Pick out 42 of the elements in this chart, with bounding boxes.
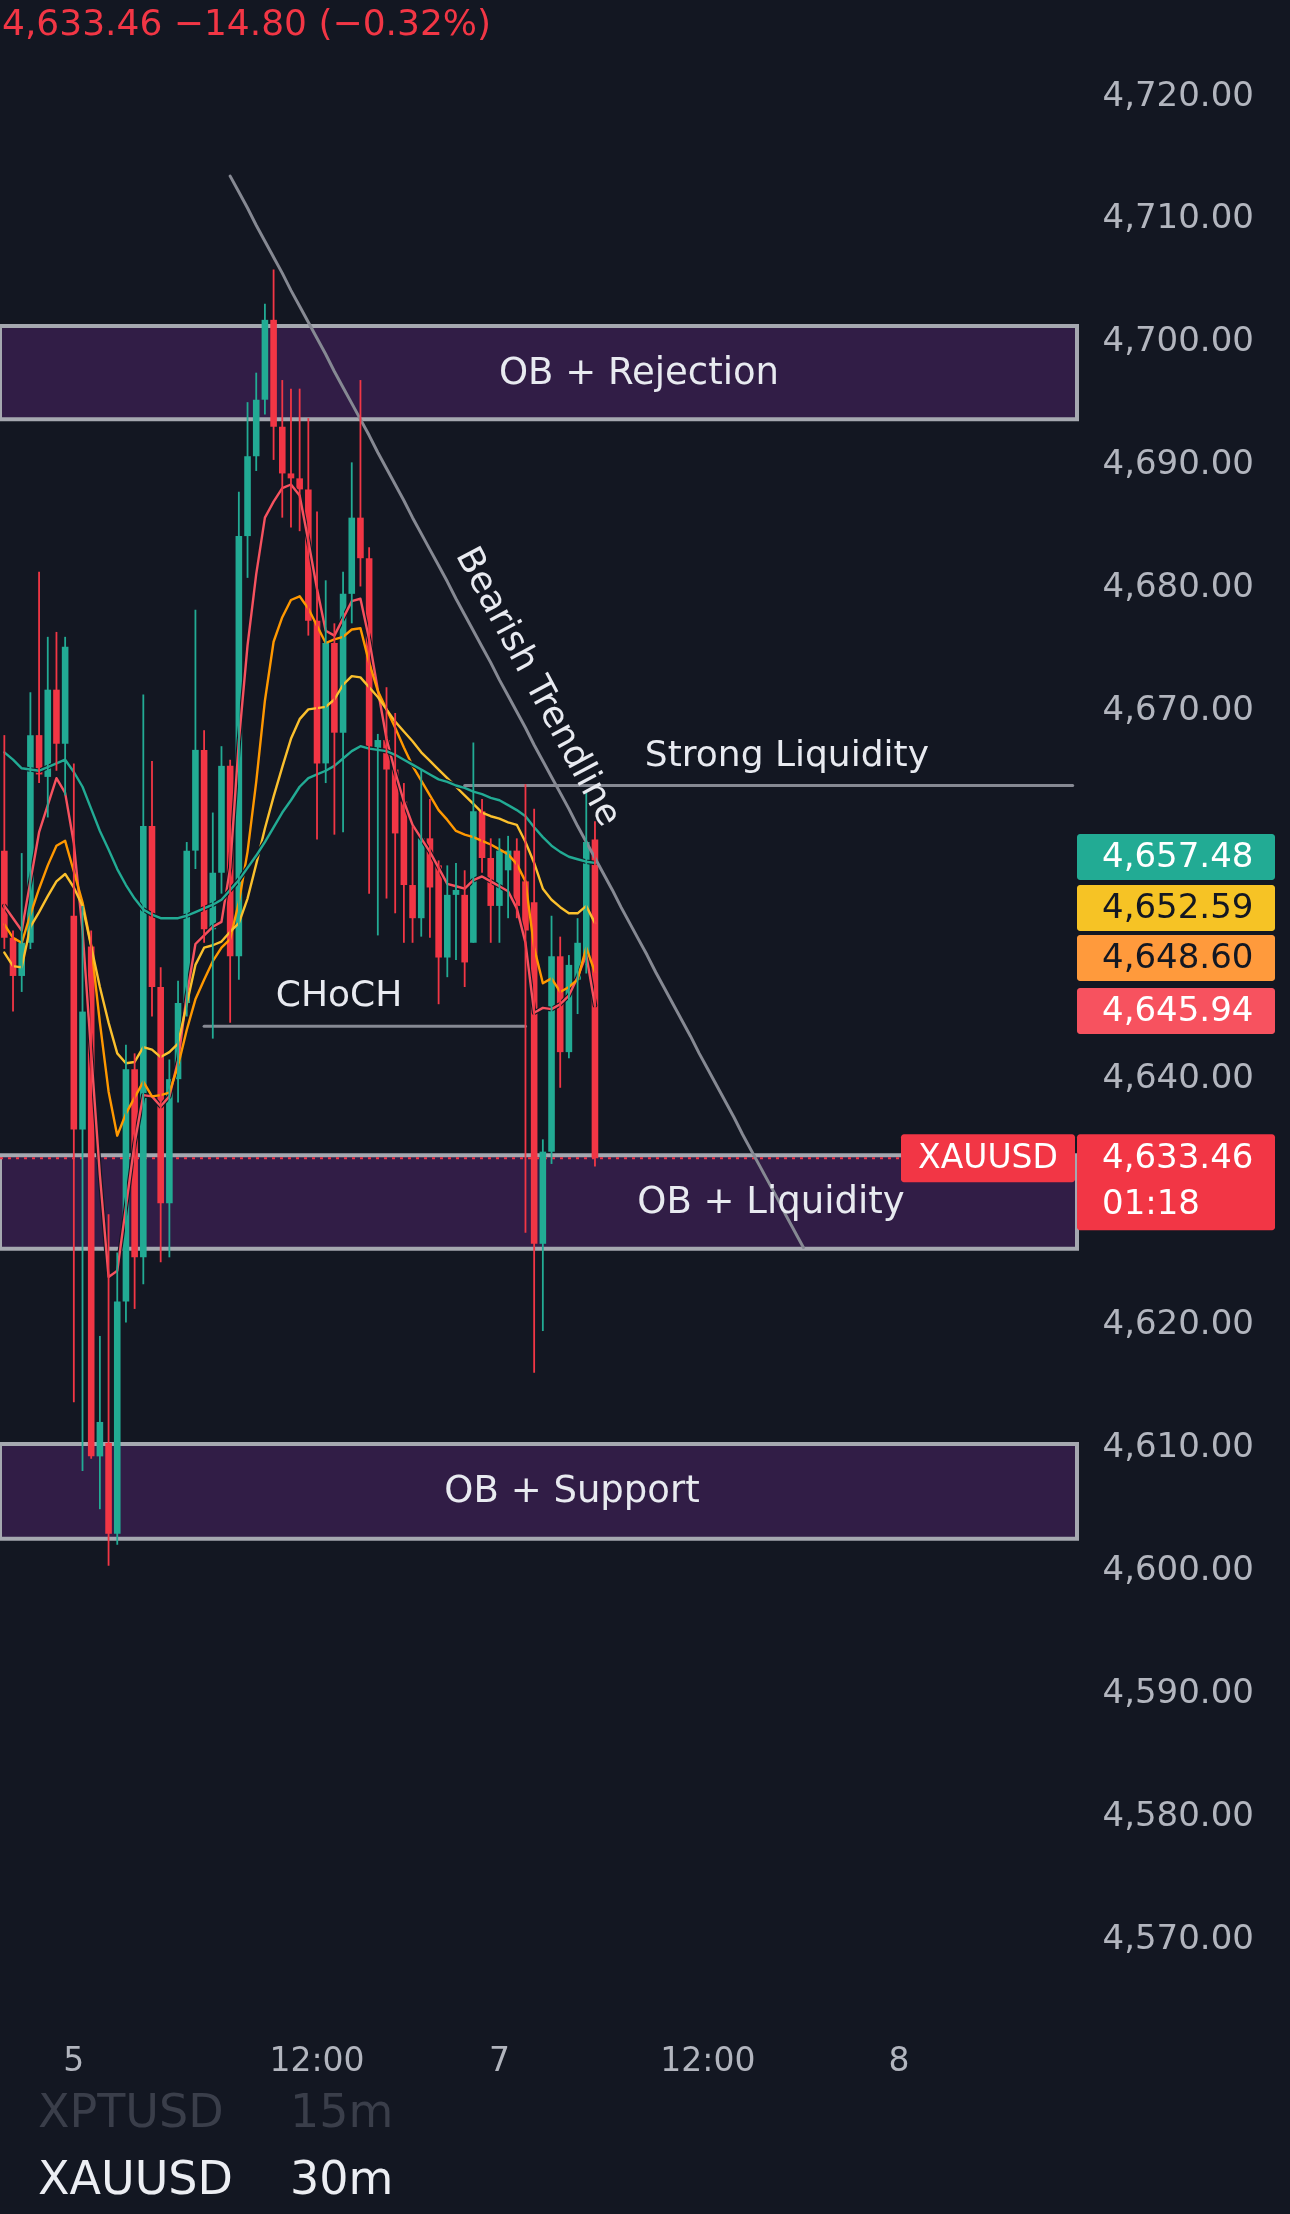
x-tick-label: 8 bbox=[888, 2039, 910, 2079]
y-tick-label: 4,590.00 bbox=[1102, 1670, 1254, 1711]
x-tick-label: 12:00 bbox=[269, 2039, 365, 2079]
y-tick-label: 4,610.00 bbox=[1102, 1425, 1254, 1466]
x-tick-label: 7 bbox=[488, 2039, 510, 2079]
y-tick-label: 4,700.00 bbox=[1102, 319, 1254, 360]
y-tick-label: 4,600.00 bbox=[1102, 1547, 1254, 1588]
candlestick bbox=[244, 401, 251, 579]
y-tick-label: 4,620.00 bbox=[1102, 1302, 1254, 1343]
band-label: OB + Liquidity bbox=[637, 1179, 905, 1223]
y-tick-label: 4,680.00 bbox=[1102, 564, 1254, 605]
x-tick-label: 12:00 bbox=[660, 2039, 756, 2079]
candlestick bbox=[79, 905, 86, 1473]
y-tick-label: 4,640.00 bbox=[1102, 1056, 1254, 1097]
text: 4,648.60 bbox=[1102, 936, 1254, 976]
candlestick bbox=[409, 825, 416, 944]
text: 4,645.94 bbox=[1102, 989, 1254, 1029]
candlestick bbox=[218, 745, 225, 895]
y-tick-label: 4,690.00 bbox=[1102, 442, 1254, 483]
series-label: Strong Liquidity bbox=[644, 732, 929, 774]
band-label: OB + Support bbox=[444, 1468, 700, 1512]
ref-line-label: XAUUSD bbox=[918, 1137, 1058, 1177]
text: 4,652.59 bbox=[1102, 886, 1254, 926]
candlestick bbox=[357, 379, 364, 588]
text: 01:18 bbox=[1102, 1182, 1200, 1222]
candlestick bbox=[270, 268, 277, 461]
candlestick bbox=[105, 1213, 112, 1567]
text: 30m bbox=[290, 2151, 394, 2205]
candlestick bbox=[192, 608, 199, 870]
y-tick-label: 4,720.00 bbox=[1102, 73, 1254, 114]
text: XAUUSD bbox=[38, 2151, 233, 2205]
candlestick bbox=[53, 631, 60, 772]
text: 4,633.46 bbox=[1102, 1136, 1254, 1176]
text: 4,633.46 −14.80 (−0.32%) bbox=[2, 2, 492, 43]
y-tick-label: 4,670.00 bbox=[1102, 687, 1254, 728]
y-tick-label: 4,710.00 bbox=[1102, 196, 1254, 237]
text: 4,657.48 bbox=[1102, 835, 1254, 875]
y-tick-label: 4,570.00 bbox=[1102, 1916, 1254, 1957]
band-label: OB + Rejection bbox=[498, 349, 780, 393]
series-label: CHoCH bbox=[275, 973, 403, 1015]
x-tick-label: 5 bbox=[63, 2039, 85, 2079]
y-tick-label: 4,580.00 bbox=[1102, 1793, 1254, 1834]
